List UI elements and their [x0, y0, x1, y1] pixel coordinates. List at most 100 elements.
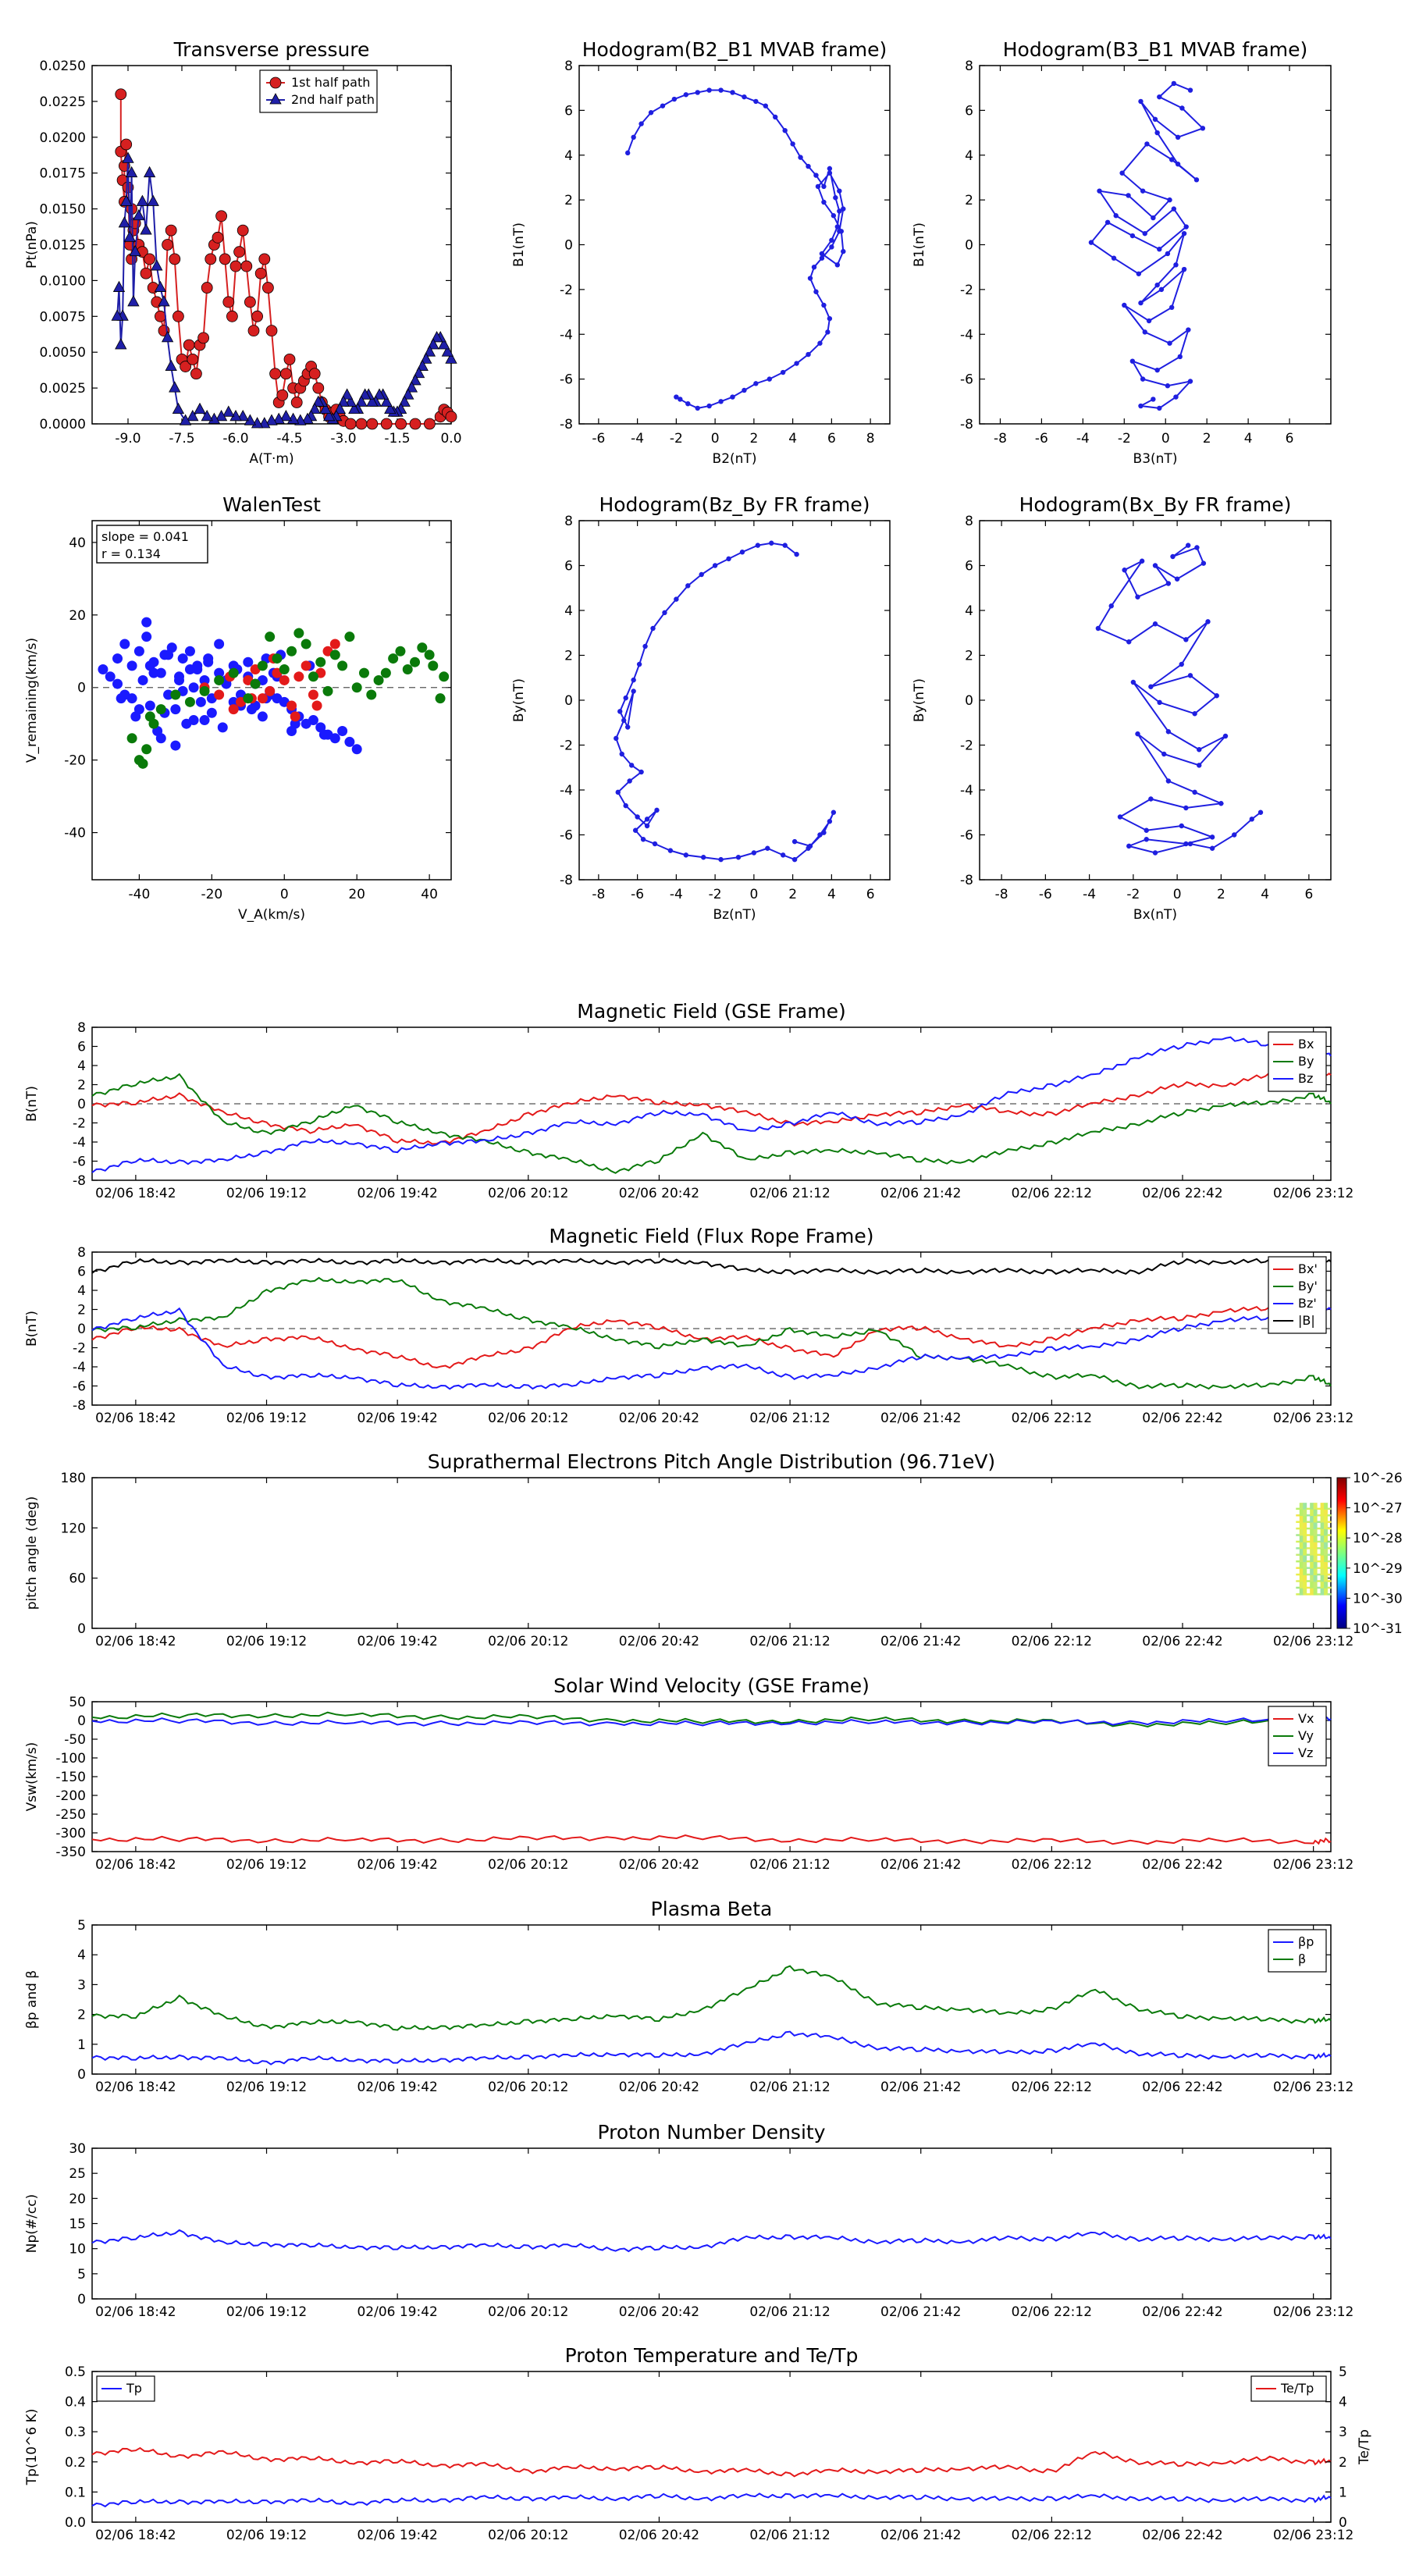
heatmap-cell: [1317, 1580, 1321, 1582]
point-0-18: [806, 163, 811, 169]
point-1-75: [120, 194, 133, 206]
scatter-point-2-36: [337, 660, 348, 671]
heatmap-cell: [1296, 1507, 1300, 1510]
ytick-label: -6: [560, 372, 573, 388]
xtick-label: -6: [1039, 887, 1052, 902]
chart-pad: Suprathermal Electrons Pitch Angle Distr…: [24, 1450, 1403, 1649]
xtick-label: -2: [670, 431, 683, 447]
point-1-20: [373, 388, 386, 400]
scatter-point-0-47: [337, 725, 348, 736]
point-0-2: [1157, 94, 1162, 100]
ytick-label: -4: [960, 783, 973, 799]
point-0-17: [624, 724, 631, 730]
heatmap-cell: [1317, 1514, 1321, 1517]
ytick-label: 0: [77, 681, 86, 696]
point-0-49: [791, 838, 798, 845]
point-0-49: [767, 376, 772, 382]
scatter-point-1-20: [311, 700, 322, 711]
heatmap-cell: [1320, 1503, 1325, 1510]
xtick-label: 02/06 19:12: [226, 1411, 307, 1426]
scatter-point-2-2: [141, 744, 152, 755]
y-axis-label: βp and β: [24, 1970, 40, 2029]
point-0-19: [621, 717, 627, 724]
ytick-label: 6: [965, 103, 973, 119]
point-0-23: [638, 769, 644, 775]
xtick-label: 02/06 22:12: [1012, 2304, 1092, 2320]
x-axis-label: Bz(nT): [713, 907, 756, 923]
series-line-1: [91, 2446, 1332, 2478]
ytick-right-label: 5: [1339, 2364, 1347, 2380]
point-0-75: [409, 418, 422, 430]
point-1-25: [355, 395, 368, 407]
series-line-1: [91, 1711, 1332, 1728]
point-1-4: [430, 330, 443, 343]
xtick-label: 02/06 20:42: [619, 2080, 699, 2095]
heatmap-cell: [1317, 1586, 1321, 1589]
chart-title: Solar Wind Velocity (GSE Frame): [553, 1674, 870, 1697]
point-0-7: [699, 571, 704, 578]
scatter-point-0-86: [318, 729, 329, 740]
series-line-0: [91, 2229, 1332, 2253]
ytick-label: 8: [77, 1020, 86, 1036]
point-0-23: [172, 310, 184, 322]
point-1-6: [423, 345, 436, 357]
series-line-0: [615, 542, 834, 861]
scatter-point-0-46: [329, 733, 340, 744]
point-0-13: [1119, 170, 1125, 176]
point-0-5: [120, 138, 133, 151]
point-0-33: [1148, 796, 1154, 802]
series-line-2: [91, 1305, 1332, 1390]
ytick-label: -200: [55, 1788, 86, 1804]
point-0-0: [624, 150, 631, 156]
point-0-18: [154, 310, 166, 322]
point-0-20: [162, 239, 174, 251]
point-0-41: [1186, 327, 1191, 333]
chart-walen_test: WalenTest -40 -20 0 20 40 -40 -20 0 20 40 V_A(km/s)…: [24, 493, 452, 923]
scatter-point-1-21: [329, 639, 340, 649]
chart-mag_gse: Magnetic Field (GSE Frame) -8 -6 -4 -2 0 2 4 6 8 0…: [24, 1000, 1353, 1201]
xtick-label: 02/06 20:12: [488, 2080, 568, 2095]
point-0-36: [701, 855, 706, 860]
point-1-17: [384, 402, 397, 415]
point-0-25: [180, 361, 192, 372]
heatmap-cell: [1299, 1555, 1304, 1563]
point-0-27: [635, 814, 640, 820]
point-0-8: [1122, 568, 1127, 573]
heatmap-cell: [1303, 1588, 1307, 1596]
ytick-label: -300: [55, 1826, 86, 1841]
point-1-59: [169, 381, 181, 393]
heatmap-cell: [1310, 1516, 1314, 1523]
chart-hodogram_b2b1: Hodogram(B2_B1 MVAB frame) -8 -6 -4 -2 0 2 4 6 8 -…: [511, 38, 891, 467]
xtick-label: 02/06 20:42: [619, 2304, 699, 2320]
point-0-18: [1187, 673, 1193, 678]
point-0-14: [140, 267, 152, 279]
point-0-32: [1183, 805, 1189, 811]
heatmap-cell: [1310, 1542, 1314, 1550]
ytick-label: 2: [77, 1303, 86, 1318]
scatter-point-0-63: [170, 740, 181, 751]
point-0-45: [1249, 817, 1254, 822]
point-1-68: [136, 194, 149, 206]
xtick-label: 02/06 21:12: [749, 1857, 830, 1873]
point-0-42: [1177, 354, 1183, 360]
legend-label: βp: [1298, 1934, 1314, 1949]
ytick-label: -8: [960, 873, 973, 888]
point-0-17: [1126, 193, 1131, 198]
ytick-right-label: 2: [1339, 2455, 1347, 2471]
heatmap-cell: [1327, 1527, 1332, 1530]
heatmap-cell: [1324, 1522, 1329, 1530]
xtick-label: 40: [421, 887, 438, 902]
xtick-label: -20: [201, 887, 222, 902]
point-1-2: [438, 338, 450, 350]
ytick-label: 6: [77, 1040, 86, 1055]
xtick-label: 6: [827, 431, 836, 447]
point-0-21: [165, 224, 177, 237]
legend: Vx Vy Vz: [1268, 1706, 1327, 1767]
heatmap-cell: [1303, 1503, 1307, 1510]
scatter-point-0-4: [119, 639, 130, 649]
point-0-53: [718, 399, 724, 404]
point-1-27: [348, 402, 361, 415]
scatter-point-0-72: [112, 678, 123, 689]
ytick-label: -250: [55, 1807, 86, 1823]
heatmap-cell: [1303, 1528, 1307, 1536]
